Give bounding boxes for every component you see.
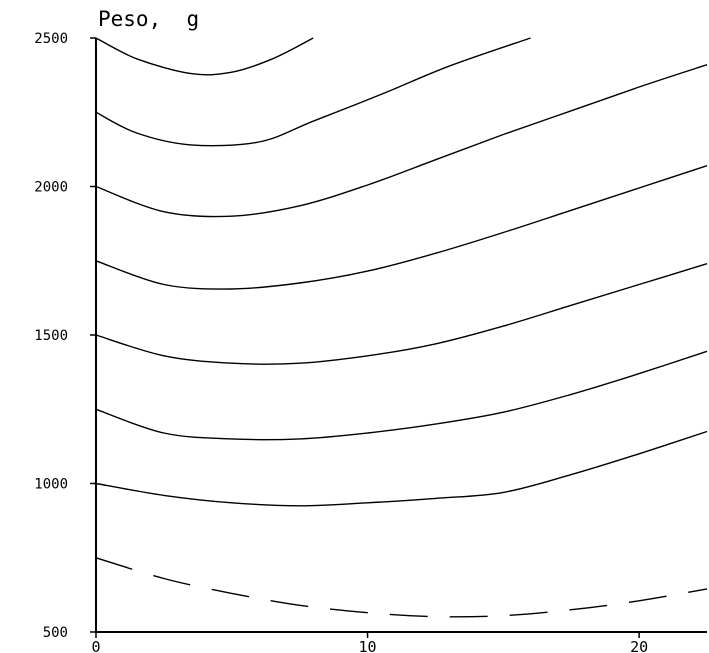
y-tick-label: 1500 bbox=[34, 328, 68, 344]
y-ticks: 500 1000 1500 2000 2500 bbox=[34, 31, 96, 641]
series-line-7 bbox=[95, 37, 531, 147]
y-axis-label: Peso, g bbox=[98, 7, 199, 31]
axes bbox=[95, 38, 707, 633]
x-ticks: 0 10 20 bbox=[91, 632, 648, 653]
y-tick-label: 500 bbox=[43, 625, 68, 641]
series-line-4 bbox=[95, 263, 708, 365]
series-line-6 bbox=[95, 64, 708, 218]
x-tick-label: 10 bbox=[359, 638, 377, 653]
series-line-2 bbox=[95, 430, 708, 507]
x-tick-label: 20 bbox=[630, 638, 648, 653]
series-lines bbox=[95, 37, 708, 618]
y-tick-label: 2500 bbox=[34, 31, 68, 47]
series-line-5 bbox=[95, 165, 708, 290]
y-tick-label: 1000 bbox=[34, 477, 68, 493]
y-tick-label: 2000 bbox=[34, 180, 68, 196]
series-line-1 bbox=[95, 557, 708, 618]
series-line-3 bbox=[95, 350, 708, 441]
series-line-8 bbox=[95, 37, 314, 76]
x-tick-label: 0 bbox=[91, 638, 100, 653]
